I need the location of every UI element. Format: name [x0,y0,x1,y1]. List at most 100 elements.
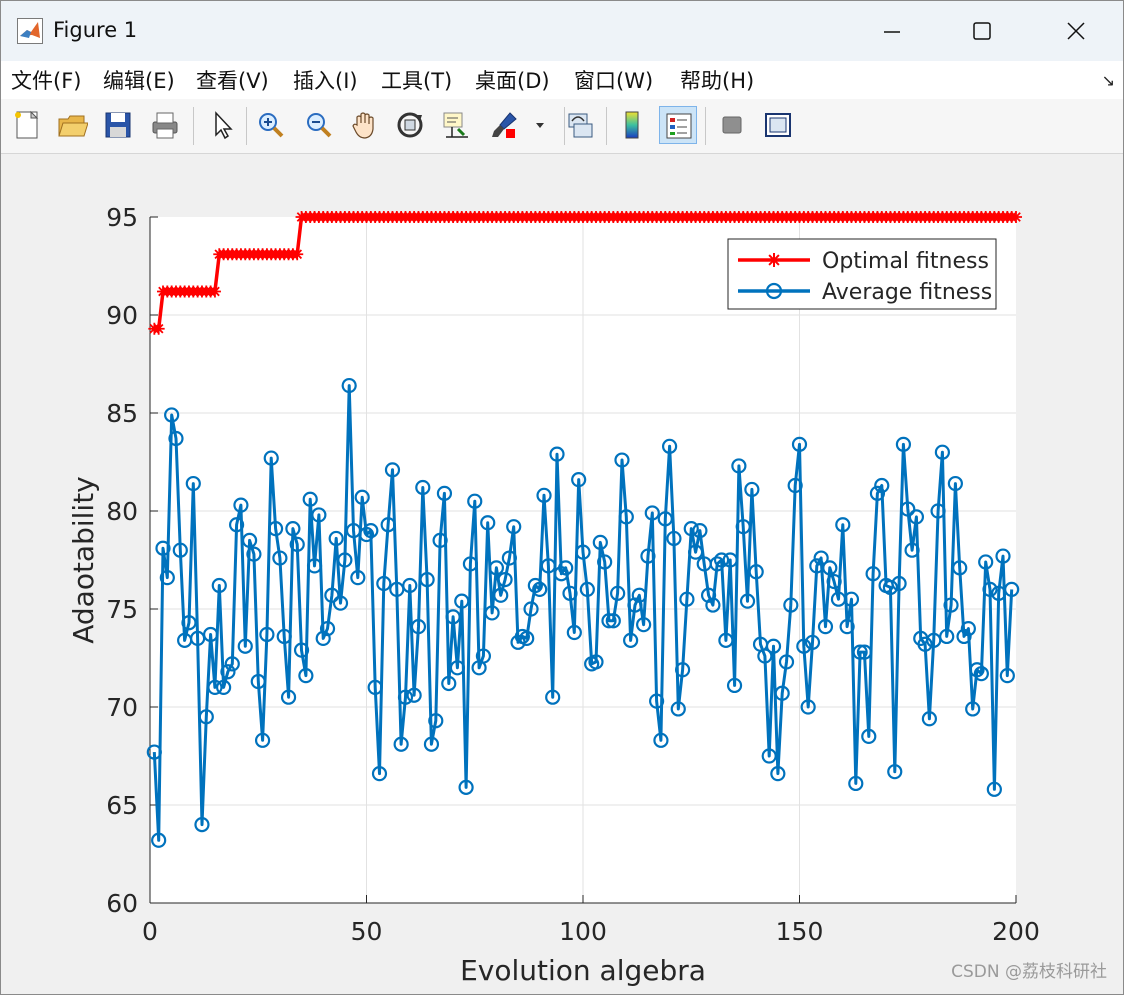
link-plot-button[interactable] [561,106,599,144]
legend-icon [666,113,692,139]
legend-label-0: Optimal fitness [822,249,989,274]
average-fitness-point [519,630,535,646]
menu-item-2[interactable]: 查看(V) [196,69,269,93]
average-fitness-point [921,711,938,727]
show-plot-tools-button[interactable] [759,106,797,144]
average-fitness-point [618,509,634,525]
x-tick-label: 200 [992,917,1040,946]
average-fitness-point [432,532,448,548]
average-fitness-point [874,477,890,494]
dock-arrow-icon[interactable]: ↘ [1101,71,1115,90]
average-fitness-point [835,517,851,533]
average-fitness-point [488,560,504,576]
menu-item-1[interactable]: 编辑(E) [103,69,175,93]
x-tick-label: 0 [142,917,158,946]
colorbar-button[interactable] [613,106,651,144]
menu-item-4[interactable]: 工具(T) [381,69,453,93]
menu-item-3[interactable]: 插入(I) [293,69,358,93]
y-tick-label: 80 [106,497,138,526]
menu-item-0[interactable]: 文件(F) [11,69,82,93]
zoom-out-button[interactable] [299,106,337,144]
title-bar[interactable]: Figure 1 [1,1,1123,61]
average-fitness-point [692,523,708,539]
average-fitness-point [267,521,284,537]
average-fitness-point [185,475,201,492]
average-fitness-point [419,572,435,588]
menu-item-7[interactable]: 帮助(H) [680,69,755,93]
average-fitness-point [428,713,444,729]
print-button[interactable] [145,106,183,144]
average-fitness-point [934,444,950,460]
average-fitness-point [592,534,608,550]
toolbar-separator [193,107,194,145]
pointer-button[interactable] [203,106,241,144]
average-fitness-point [947,475,963,492]
toolbar-separator [246,107,247,145]
average-fitness-point [462,556,479,572]
menu-item-5[interactable]: 桌面(D) [475,69,550,93]
average-fitness-point [674,662,691,678]
average-fitness-point [670,701,686,717]
average-fitness-point [900,501,916,517]
brush-dropdown-button[interactable] [529,106,545,144]
average-fitness-point [705,597,721,613]
average-fitness-point [895,436,912,452]
average-fitness-point [735,519,751,535]
average-fitness-point [229,517,245,533]
average-fitness-point [280,689,297,705]
average-fitness-point [783,597,799,613]
hide-plot-tools-button[interactable] [713,106,751,144]
average-fitness-point [302,491,318,507]
legend-button[interactable] [659,106,697,144]
close-icon [1067,22,1085,40]
average-fitness-point [272,550,288,566]
average-fitness-point [813,550,829,566]
pan-hand-button[interactable] [345,106,383,144]
average-fitness-point [644,505,660,521]
average-fitness-point [497,572,513,588]
zoom-in-button[interactable] [251,106,289,144]
rotate-3d-icon [397,112,423,138]
average-fitness-point [757,648,773,664]
average-fitness-point [376,575,392,592]
average-fitness-point [731,458,747,474]
menu-item-6[interactable]: 窗口(W) [574,69,654,93]
optimal-fitness-point [208,285,221,298]
average-fitness-point [168,430,184,447]
average-fitness-point [969,662,985,678]
pointer-icon [215,111,233,140]
average-fitness-point [726,677,743,694]
figure-canvas: 0 50 100 150 200 60 65 70 75 80 85 90 95 Evolution al… [1,154,1123,994]
average-fitness-point [683,521,699,537]
print-icon [152,112,178,139]
average-fitness-point [601,613,617,629]
average-fitness-point [558,560,574,576]
watermark: CSDN @荔枝科研社 [951,962,1107,982]
data-cursor-button[interactable] [437,106,475,144]
optimal-fitness-point [1010,211,1022,223]
average-fitness-point [904,542,920,558]
average-fitness-point [882,579,899,596]
save-button[interactable] [99,106,137,144]
rotate-3d-button[interactable] [391,106,429,144]
maximize-button[interactable] [959,5,1005,57]
average-fitness-point [1004,581,1020,597]
brush-button[interactable] [485,106,523,144]
average-fitness-point [454,593,470,609]
minimize-button[interactable] [869,5,915,57]
legend: Optimal fitness Average fitness [727,238,997,310]
brush-icon [492,112,517,138]
average-fitness-point [397,689,414,705]
average-fitness-point [341,377,357,394]
close-button[interactable] [1053,5,1099,57]
average-fitness-point [666,530,682,547]
average-fitness-point [861,728,877,745]
average-fitness-point [960,621,976,637]
open-file-button[interactable] [53,106,91,144]
average-fitness-point [181,615,197,631]
new-figure-button[interactable] [7,106,45,144]
average-fitness-point [774,685,790,701]
average-fitness-point [276,628,292,645]
data-cursor-icon [443,112,468,138]
